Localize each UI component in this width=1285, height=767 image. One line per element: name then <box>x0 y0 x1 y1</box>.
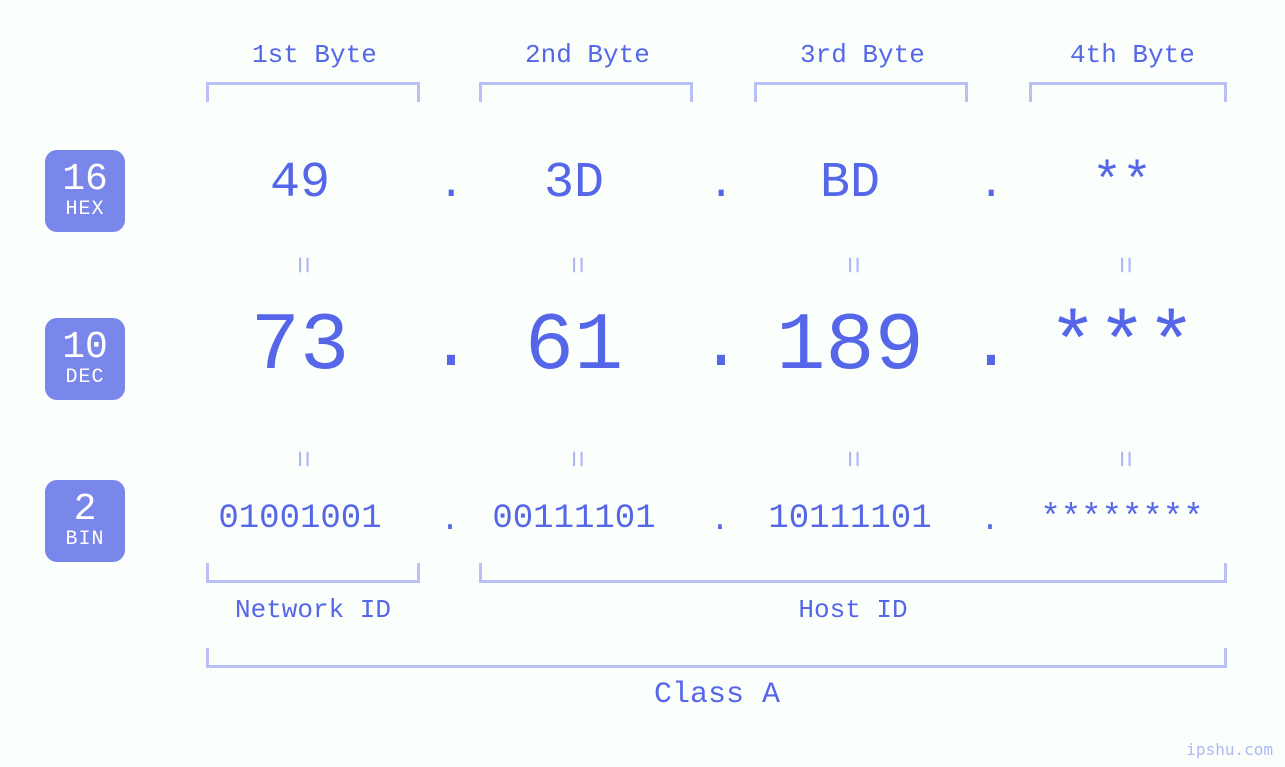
bin-base-label: BIN <box>65 530 104 550</box>
bin-dot-2: . <box>708 502 732 539</box>
dec-dot-3: . <box>970 308 1010 387</box>
byte-label-1: 1st Byte <box>252 40 377 70</box>
hex-dot-3: . <box>978 160 1002 210</box>
bin-byte-3: 10111101 <box>740 500 960 538</box>
bin-dot-1: . <box>438 502 462 539</box>
dec-dot-2: . <box>700 308 740 387</box>
watermark: ipshu.com <box>1186 740 1273 759</box>
equals-dec-bin-1: = <box>284 450 318 468</box>
byte-bracket-4 <box>1029 82 1227 102</box>
dec-byte-4: *** <box>1032 300 1212 393</box>
dec-byte-2: 61 <box>494 300 654 393</box>
equals-hex-dec-2: = <box>558 256 592 274</box>
byte-label-2: 2nd Byte <box>525 40 650 70</box>
network-id-label: Network ID <box>226 595 400 625</box>
equals-dec-bin-4: = <box>1106 450 1140 468</box>
ip-diagram: 1st Byte 2nd Byte 3rd Byte 4th Byte 16 H… <box>0 0 1285 767</box>
dec-badge: 10 DEC <box>45 318 125 400</box>
dec-byte-1: 73 <box>220 300 380 393</box>
equals-hex-dec-1: = <box>284 256 318 274</box>
hex-dot-1: . <box>438 160 462 210</box>
network-id-bracket <box>206 563 420 583</box>
byte-label-4: 4th Byte <box>1070 40 1195 70</box>
hex-byte-4: ** <box>1062 155 1182 212</box>
equals-hex-dec-3: = <box>834 256 868 274</box>
dec-base-number: 10 <box>62 329 108 368</box>
hex-base-label: HEX <box>65 200 104 220</box>
equals-dec-bin-3: = <box>834 450 868 468</box>
class-label: Class A <box>617 678 817 712</box>
bin-dot-3: . <box>978 502 1002 539</box>
hex-dot-2: . <box>708 160 732 210</box>
hex-byte-1: 49 <box>240 155 360 212</box>
host-id-bracket <box>479 563 1227 583</box>
bin-badge: 2 BIN <box>45 480 125 562</box>
dec-byte-3: 189 <box>760 300 940 393</box>
equals-hex-dec-4: = <box>1106 256 1140 274</box>
class-bracket <box>206 648 1227 668</box>
hex-byte-3: BD <box>790 155 910 212</box>
byte-bracket-1 <box>206 82 420 102</box>
bin-byte-1: 01001001 <box>190 500 410 538</box>
dec-base-label: DEC <box>65 368 104 388</box>
hex-byte-2: 3D <box>514 155 634 212</box>
hex-badge: 16 HEX <box>45 150 125 232</box>
bin-base-number: 2 <box>74 491 97 530</box>
dec-dot-1: . <box>430 308 470 387</box>
equals-dec-bin-2: = <box>558 450 592 468</box>
host-id-label: Host ID <box>753 595 953 625</box>
byte-bracket-3 <box>754 82 968 102</box>
byte-label-3: 3rd Byte <box>800 40 925 70</box>
byte-bracket-2 <box>479 82 693 102</box>
bin-byte-2: 00111101 <box>464 500 684 538</box>
hex-base-number: 16 <box>62 161 108 200</box>
bin-byte-4: ******** <box>1012 500 1232 538</box>
